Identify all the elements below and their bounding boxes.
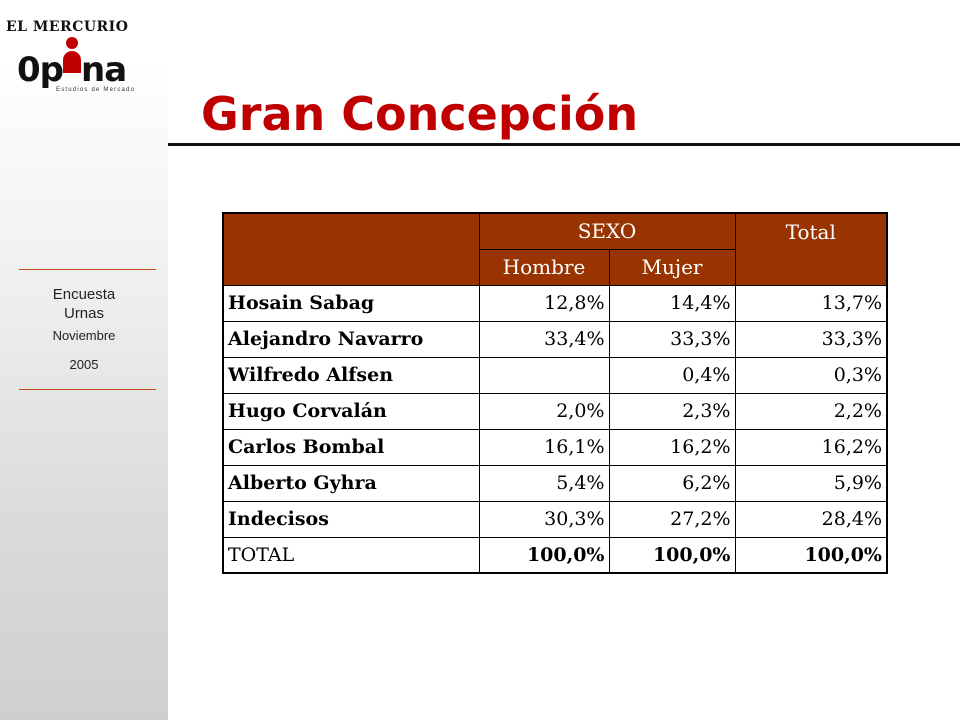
value-hombre: 33,4% bbox=[478, 320, 610, 358]
table-row: Wilfredo Alfsen 0,4% 0,3% bbox=[222, 356, 888, 394]
page-title: Gran Concepción bbox=[201, 87, 639, 141]
header-mujer: Mujer bbox=[608, 248, 736, 286]
value-mujer: 16,2% bbox=[608, 428, 736, 466]
table-row: Hosain Sabag 12,8% 14,4% 13,7% bbox=[222, 284, 888, 322]
table-row: Alejandro Navarro 33,4% 33,3% 33,3% bbox=[222, 320, 888, 358]
value-hombre: 2,0% bbox=[478, 392, 610, 430]
candidate-name: Carlos Bombal bbox=[222, 428, 480, 466]
table-row: Carlos Bombal 16,1% 16,2% 16,2% bbox=[222, 428, 888, 466]
sidebar-line-1: Encuesta bbox=[52, 286, 116, 303]
sidebar: EL MERCURIO 0p na Estudios de Mercado Enc… bbox=[0, 0, 168, 720]
header-blank-cell bbox=[222, 212, 480, 286]
total-mujer: 100,0% bbox=[608, 536, 736, 574]
title-underline bbox=[168, 143, 960, 146]
header-hombre: Hombre bbox=[478, 248, 610, 286]
sidebar-divider-top bbox=[19, 269, 156, 270]
logo-text-start: 0p bbox=[17, 50, 64, 90]
candidate-name: Wilfredo Alfsen bbox=[222, 356, 480, 394]
value-mujer: 2,3% bbox=[608, 392, 736, 430]
value-total: 5,9% bbox=[734, 464, 888, 502]
value-total: 2,2% bbox=[734, 392, 888, 430]
value-hombre: 30,3% bbox=[478, 500, 610, 538]
value-total: 0,3% bbox=[734, 356, 888, 394]
person-icon bbox=[63, 37, 81, 81]
sidebar-line-4: 2005 bbox=[69, 357, 99, 372]
sidebar-line-3: Noviembre bbox=[52, 328, 116, 343]
value-mujer: 33,3% bbox=[608, 320, 736, 358]
results-table: SEXO Total Hombre Mujer Hosain Sabag 12,… bbox=[222, 212, 888, 574]
candidate-name: Alejandro Navarro bbox=[222, 320, 480, 358]
value-hombre bbox=[478, 356, 610, 394]
table-row: Indecisos 30,3% 27,2% 28,4% bbox=[222, 500, 888, 538]
value-total: 28,4% bbox=[734, 500, 888, 538]
table-row: Alberto Gyhra 5,4% 6,2% 5,9% bbox=[222, 464, 888, 502]
sidebar-divider-bottom bbox=[19, 389, 156, 390]
opina-logo: 0p na bbox=[17, 37, 127, 92]
value-hombre: 16,1% bbox=[478, 428, 610, 466]
header-sexo: SEXO bbox=[478, 212, 736, 250]
total-row: TOTAL 100,0% 100,0% 100,0% bbox=[222, 536, 888, 574]
value-mujer: 27,2% bbox=[608, 500, 736, 538]
candidate-name: Indecisos bbox=[222, 500, 480, 538]
candidate-name: Hugo Corvalán bbox=[222, 392, 480, 430]
header-total: Total bbox=[734, 212, 888, 286]
brand-name: EL MERCURIO bbox=[6, 19, 129, 35]
logo-tagline: Estudios de Mercado bbox=[56, 87, 136, 93]
table-row: Hugo Corvalán 2,0% 2,3% 2,2% bbox=[222, 392, 888, 430]
candidate-name: Hosain Sabag bbox=[222, 284, 480, 322]
total-hombre: 100,0% bbox=[478, 536, 610, 574]
value-mujer: 14,4% bbox=[608, 284, 736, 322]
total-label: TOTAL bbox=[222, 536, 480, 574]
value-hombre: 12,8% bbox=[478, 284, 610, 322]
logo-text-end: na bbox=[81, 50, 127, 90]
value-total: 13,7% bbox=[734, 284, 888, 322]
value-mujer: 6,2% bbox=[608, 464, 736, 502]
value-mujer: 0,4% bbox=[608, 356, 736, 394]
sidebar-line-2: Urnas bbox=[63, 305, 104, 322]
candidate-name: Alberto Gyhra bbox=[222, 464, 480, 502]
value-total: 33,3% bbox=[734, 320, 888, 358]
value-total: 16,2% bbox=[734, 428, 888, 466]
value-hombre: 5,4% bbox=[478, 464, 610, 502]
total-total: 100,0% bbox=[734, 536, 888, 574]
